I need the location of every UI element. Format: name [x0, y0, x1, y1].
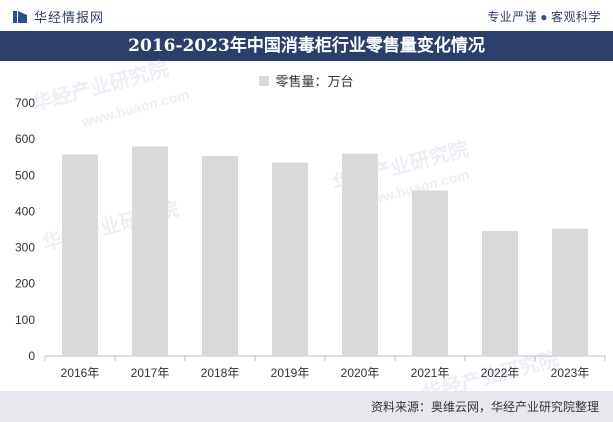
brand-name: 华经情报网 [34, 10, 105, 25]
y-tick-label: 0 [28, 349, 35, 363]
x-tick-label: 2023年 [551, 366, 590, 380]
bar [202, 156, 238, 356]
x-tick-label: 2018年 [201, 366, 240, 380]
y-tick-label: 500 [15, 168, 35, 182]
y-tick-label: 300 [15, 241, 35, 255]
bar [62, 154, 98, 356]
source-note: 资料来源：奥维云网，华经产业研究院整理 [370, 400, 599, 414]
x-tick-label: 2020年 [341, 366, 380, 380]
bar [482, 230, 518, 356]
brand-logo: 华经情报网 [12, 7, 104, 26]
x-tick-label: 2016年 [61, 366, 100, 380]
bar [342, 153, 378, 356]
slogan-right: 客观科学 [550, 10, 601, 24]
slogan-dot-icon: ● [540, 10, 548, 24]
y-tick-label: 700 [15, 96, 35, 110]
slogan-left: 专业严谨 [487, 10, 538, 24]
y-tick-label: 600 [15, 132, 35, 146]
bar [552, 228, 588, 356]
x-tick-label: 2022年 [481, 366, 520, 380]
slogan: 专业严谨 ● 客观科学 [487, 8, 601, 25]
x-tick-label: 2019年 [271, 366, 310, 380]
legend-swatch [259, 75, 270, 86]
bar-chart: 0 100 200 300 400 500 600 700 2016年 2017年 2018年 201… [15, 96, 606, 380]
footer-bar: 资料来源：奥维云网，华经产业研究院整理 [0, 391, 613, 422]
bar [132, 146, 168, 356]
y-tick-label: 400 [15, 204, 35, 218]
x-tick-label: 2017年 [131, 366, 170, 380]
y-tick-label: 100 [15, 313, 35, 327]
x-tick-label: 2021年 [411, 366, 450, 380]
bar [412, 190, 448, 356]
bar [272, 162, 308, 356]
legend-label: 零售量：万台 [275, 74, 354, 89]
title-bar: 2016-2023年中国消毒柜行业零售量变化情况 [0, 31, 613, 61]
y-tick-label: 200 [15, 277, 35, 291]
chart-title: 2016-2023年中国消毒柜行业零售量变化情况 [128, 36, 485, 56]
chart-legend: 零售量：万台 [0, 71, 613, 90]
top-bar: 华经情报网 专业严谨 ● 客观科学 [0, 0, 613, 30]
brand-logo-icon [13, 10, 27, 23]
